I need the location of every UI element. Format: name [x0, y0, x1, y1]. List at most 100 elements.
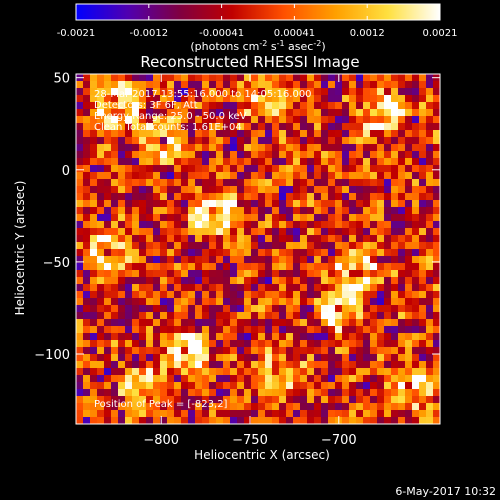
heatmap-cell — [111, 165, 118, 172]
heatmap-cell — [433, 382, 440, 389]
heatmap-cell — [412, 95, 419, 102]
heatmap-cell — [230, 228, 237, 235]
heatmap-cell — [209, 242, 216, 249]
heatmap-cell — [300, 284, 307, 291]
heatmap-cell — [160, 333, 167, 340]
heatmap-cell — [328, 193, 335, 200]
heatmap-cell — [279, 417, 286, 424]
heatmap-cell — [293, 396, 300, 403]
heatmap-cell — [286, 333, 293, 340]
heatmap-cell — [83, 235, 90, 242]
heatmap-cell — [377, 389, 384, 396]
heatmap-cell — [167, 375, 174, 382]
heatmap-cell — [412, 158, 419, 165]
heatmap-cell — [209, 144, 216, 151]
heatmap-cell — [433, 312, 440, 319]
heatmap-cell — [153, 284, 160, 291]
heatmap-cell — [167, 123, 174, 130]
heatmap-cell — [223, 256, 230, 263]
heatmap-cell — [188, 368, 195, 375]
heatmap-cell — [272, 270, 279, 277]
heatmap-cell — [293, 347, 300, 354]
heatmap-cell — [195, 403, 202, 410]
heatmap-cell — [314, 340, 321, 347]
heatmap-cell — [167, 151, 174, 158]
heatmap-cell — [384, 207, 391, 214]
heatmap-cell — [384, 354, 391, 361]
heatmap-cell — [132, 249, 139, 256]
heatmap-cell — [83, 221, 90, 228]
heatmap-cell — [279, 123, 286, 130]
heatmap-cell — [314, 291, 321, 298]
heatmap-cell — [160, 263, 167, 270]
heatmap-cell — [97, 123, 104, 130]
heatmap-cell — [265, 165, 272, 172]
heatmap-cell — [230, 165, 237, 172]
heatmap-cell — [230, 389, 237, 396]
heatmap-cell — [265, 228, 272, 235]
heatmap-cell — [195, 389, 202, 396]
heatmap-cell — [258, 102, 265, 109]
heatmap-cell — [377, 228, 384, 235]
heatmap-cell — [146, 165, 153, 172]
heatmap-cell — [146, 144, 153, 151]
heatmap-cell — [335, 242, 342, 249]
heatmap-cell — [251, 403, 258, 410]
heatmap-cell — [118, 193, 125, 200]
heatmap-cell — [181, 151, 188, 158]
heatmap-cell — [314, 326, 321, 333]
heatmap-cell — [356, 151, 363, 158]
heatmap-cell — [384, 417, 391, 424]
heatmap-cell — [76, 207, 83, 214]
heatmap-cell — [391, 249, 398, 256]
heatmap-cell — [370, 207, 377, 214]
heatmap-cell — [356, 298, 363, 305]
heatmap-cell — [244, 116, 251, 123]
heatmap-cell — [139, 193, 146, 200]
heatmap-cell — [209, 361, 216, 368]
heatmap-cell — [230, 235, 237, 242]
heatmap-cell — [153, 382, 160, 389]
heatmap-cell — [419, 291, 426, 298]
heatmap-cell — [272, 88, 279, 95]
heatmap-cell — [160, 375, 167, 382]
heatmap-cell — [314, 116, 321, 123]
heatmap-cell — [97, 165, 104, 172]
heatmap-cell — [300, 333, 307, 340]
heatmap-cell — [363, 382, 370, 389]
heatmap-cell — [90, 88, 97, 95]
heatmap-cell — [174, 263, 181, 270]
heatmap-cell — [342, 186, 349, 193]
heatmap-cell — [104, 137, 111, 144]
heatmap-cell — [342, 249, 349, 256]
heatmap-cell — [293, 116, 300, 123]
heatmap-cell — [398, 298, 405, 305]
heatmap-cell — [391, 410, 398, 417]
heatmap-cell — [279, 410, 286, 417]
heatmap-cell — [104, 368, 111, 375]
heatmap-cell — [279, 116, 286, 123]
heatmap-cell — [405, 368, 412, 375]
heatmap-cell — [279, 137, 286, 144]
heatmap-cell — [167, 396, 174, 403]
heatmap-cell — [111, 291, 118, 298]
heatmap-cell — [300, 116, 307, 123]
heatmap-cell — [97, 354, 104, 361]
colorbar-tick-label: -0.0012 — [129, 28, 168, 39]
heatmap-cell — [223, 340, 230, 347]
heatmap-cell — [118, 123, 125, 130]
heatmap-cell — [104, 312, 111, 319]
heatmap-cell — [188, 284, 195, 291]
heatmap-cell — [279, 298, 286, 305]
heatmap-cell — [139, 312, 146, 319]
heatmap-cell — [419, 165, 426, 172]
heatmap-cell — [335, 277, 342, 284]
heatmap-cell — [195, 165, 202, 172]
heatmap-cell — [342, 417, 349, 424]
heatmap-cell — [188, 200, 195, 207]
heatmap-cell — [342, 214, 349, 221]
heatmap-cell — [433, 403, 440, 410]
heatmap-cell — [83, 263, 90, 270]
heatmap-cell — [349, 340, 356, 347]
heatmap-cell — [405, 410, 412, 417]
